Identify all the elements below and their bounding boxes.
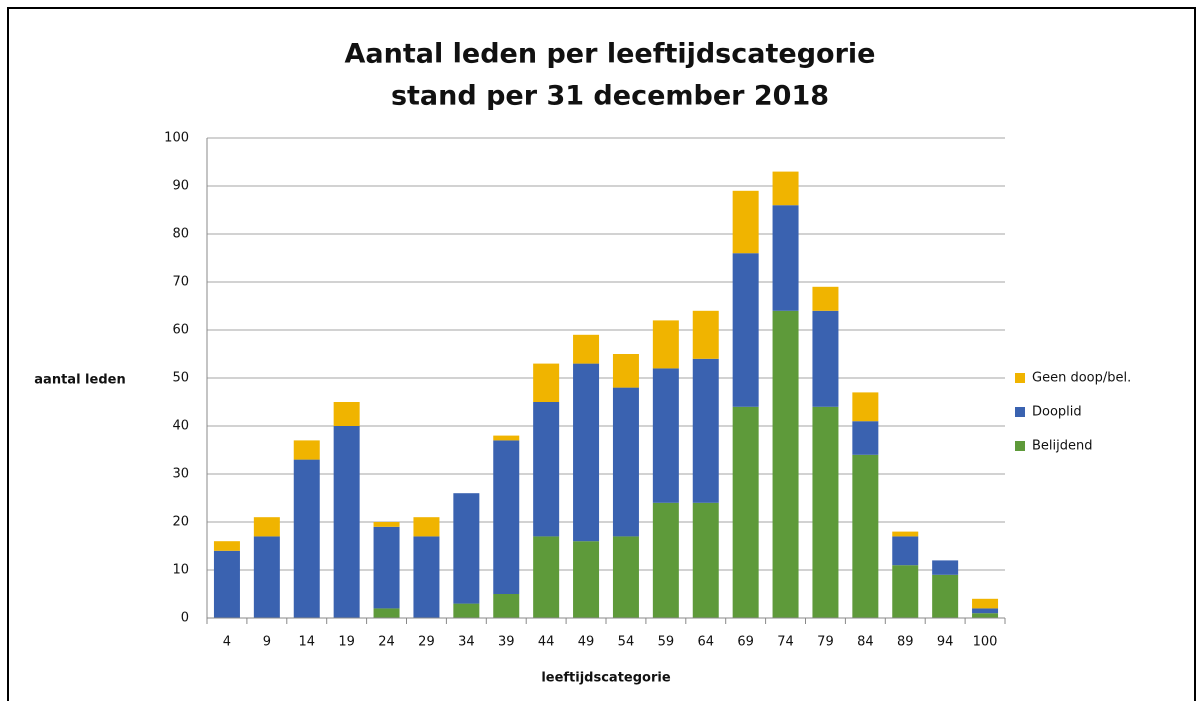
bar-segment [652,320,679,369]
bar-segment [293,459,320,618]
x-axis-label: leeftijdscategorie [541,671,671,686]
x-tick-label: 44 [538,635,555,650]
bar-segment [972,608,999,614]
legend-swatch [1015,373,1025,383]
bar-segment [533,536,560,618]
bar-segment [932,560,959,575]
bar-segment [373,608,400,618]
x-tick-label: 49 [578,635,595,650]
x-tick-label: 34 [458,635,475,650]
bar-segment [852,454,879,618]
y-tick-label: 70 [172,275,189,290]
bar-segment [732,406,759,618]
bar-segment [892,531,919,537]
bar-segment [852,421,879,455]
x-tick-label: 9 [263,635,271,650]
y-tick-label: 90 [172,179,189,194]
y-tick-label: 0 [181,611,189,626]
chart-subtitle: stand per 31 december 2018 [391,81,829,112]
bar-segment [573,541,600,618]
bar-segment [892,565,919,618]
bar-segment [972,598,999,609]
bar-segment [892,536,919,566]
bar-segment [573,363,600,542]
bar-segment [652,368,679,503]
x-tick-label: 100 [973,635,998,650]
x-tick-label: 74 [777,635,794,650]
y-tick-label: 60 [172,323,189,338]
x-tick-label: 24 [378,635,395,650]
y-tick-label: 100 [164,131,189,146]
x-tick-label: 69 [737,635,754,650]
y-tick-label: 20 [172,515,189,530]
frame [7,7,1196,705]
bar-segment [413,517,440,537]
bar-segment [293,440,320,460]
x-tick-label: 84 [857,635,874,650]
bar-segment [533,402,560,537]
bar-segment [413,536,440,618]
bar-segment [333,426,360,618]
bar-segment [333,402,360,426]
bar-segment [932,574,959,618]
legend-label: Geen doop/bel. [1032,371,1131,386]
bar-segment [453,603,480,618]
legend-swatch [1015,407,1025,417]
bar-segment [213,550,240,618]
bar-segment [812,406,839,618]
y-tick-label: 50 [172,371,189,386]
bar-segment [692,502,719,618]
bar-segment [253,536,280,618]
x-tick-label: 4 [223,635,231,650]
x-tick-label: 89 [897,635,914,650]
bar-segment [493,594,520,618]
x-tick-label: 14 [298,635,315,650]
x-tick-label: 94 [937,635,954,650]
bar-segment [772,205,799,311]
x-tick-label: 39 [498,635,515,650]
x-tick-label: 19 [338,635,355,650]
bar-segment [612,387,639,537]
bar-segment [493,435,520,441]
bar-segment [732,253,759,407]
bar-segment [692,358,719,503]
x-tick-label: 59 [658,635,675,650]
bar-segment [652,502,679,618]
bar-segment [772,171,799,206]
legend-swatch [1015,441,1025,451]
x-tick-label: 29 [418,635,435,650]
bar-segment [573,334,600,364]
x-tick-label: 54 [618,635,635,650]
bar-segment [373,526,400,609]
bar-segment [812,286,839,311]
bar-segment [812,310,839,407]
bar-segment [373,522,400,527]
bar-segment [213,541,240,551]
y-tick-label: 40 [172,419,189,434]
legend-label: Belijdend [1032,439,1093,454]
chart-title: Aantal leden per leeftijdscategorie [345,39,876,70]
bar-segment [533,363,560,402]
x-tick-label: 64 [697,635,714,650]
bar-segment [453,493,480,604]
y-axis-label: aantal leden [34,373,125,388]
x-tick-label: 79 [817,635,834,650]
y-tick-label: 10 [172,563,189,578]
bar-segment [772,310,799,618]
bar-segment [612,354,639,388]
bar-segment [852,392,879,422]
bar-segment [612,536,639,618]
bar-segment [253,517,280,537]
bar-segment [692,310,719,359]
y-tick-label: 80 [172,227,189,242]
bar-segment [493,440,520,594]
legend-label: Dooplid [1032,405,1082,420]
bar-segment [972,613,999,618]
y-tick-label: 30 [172,467,189,482]
bar-segment [732,190,759,254]
